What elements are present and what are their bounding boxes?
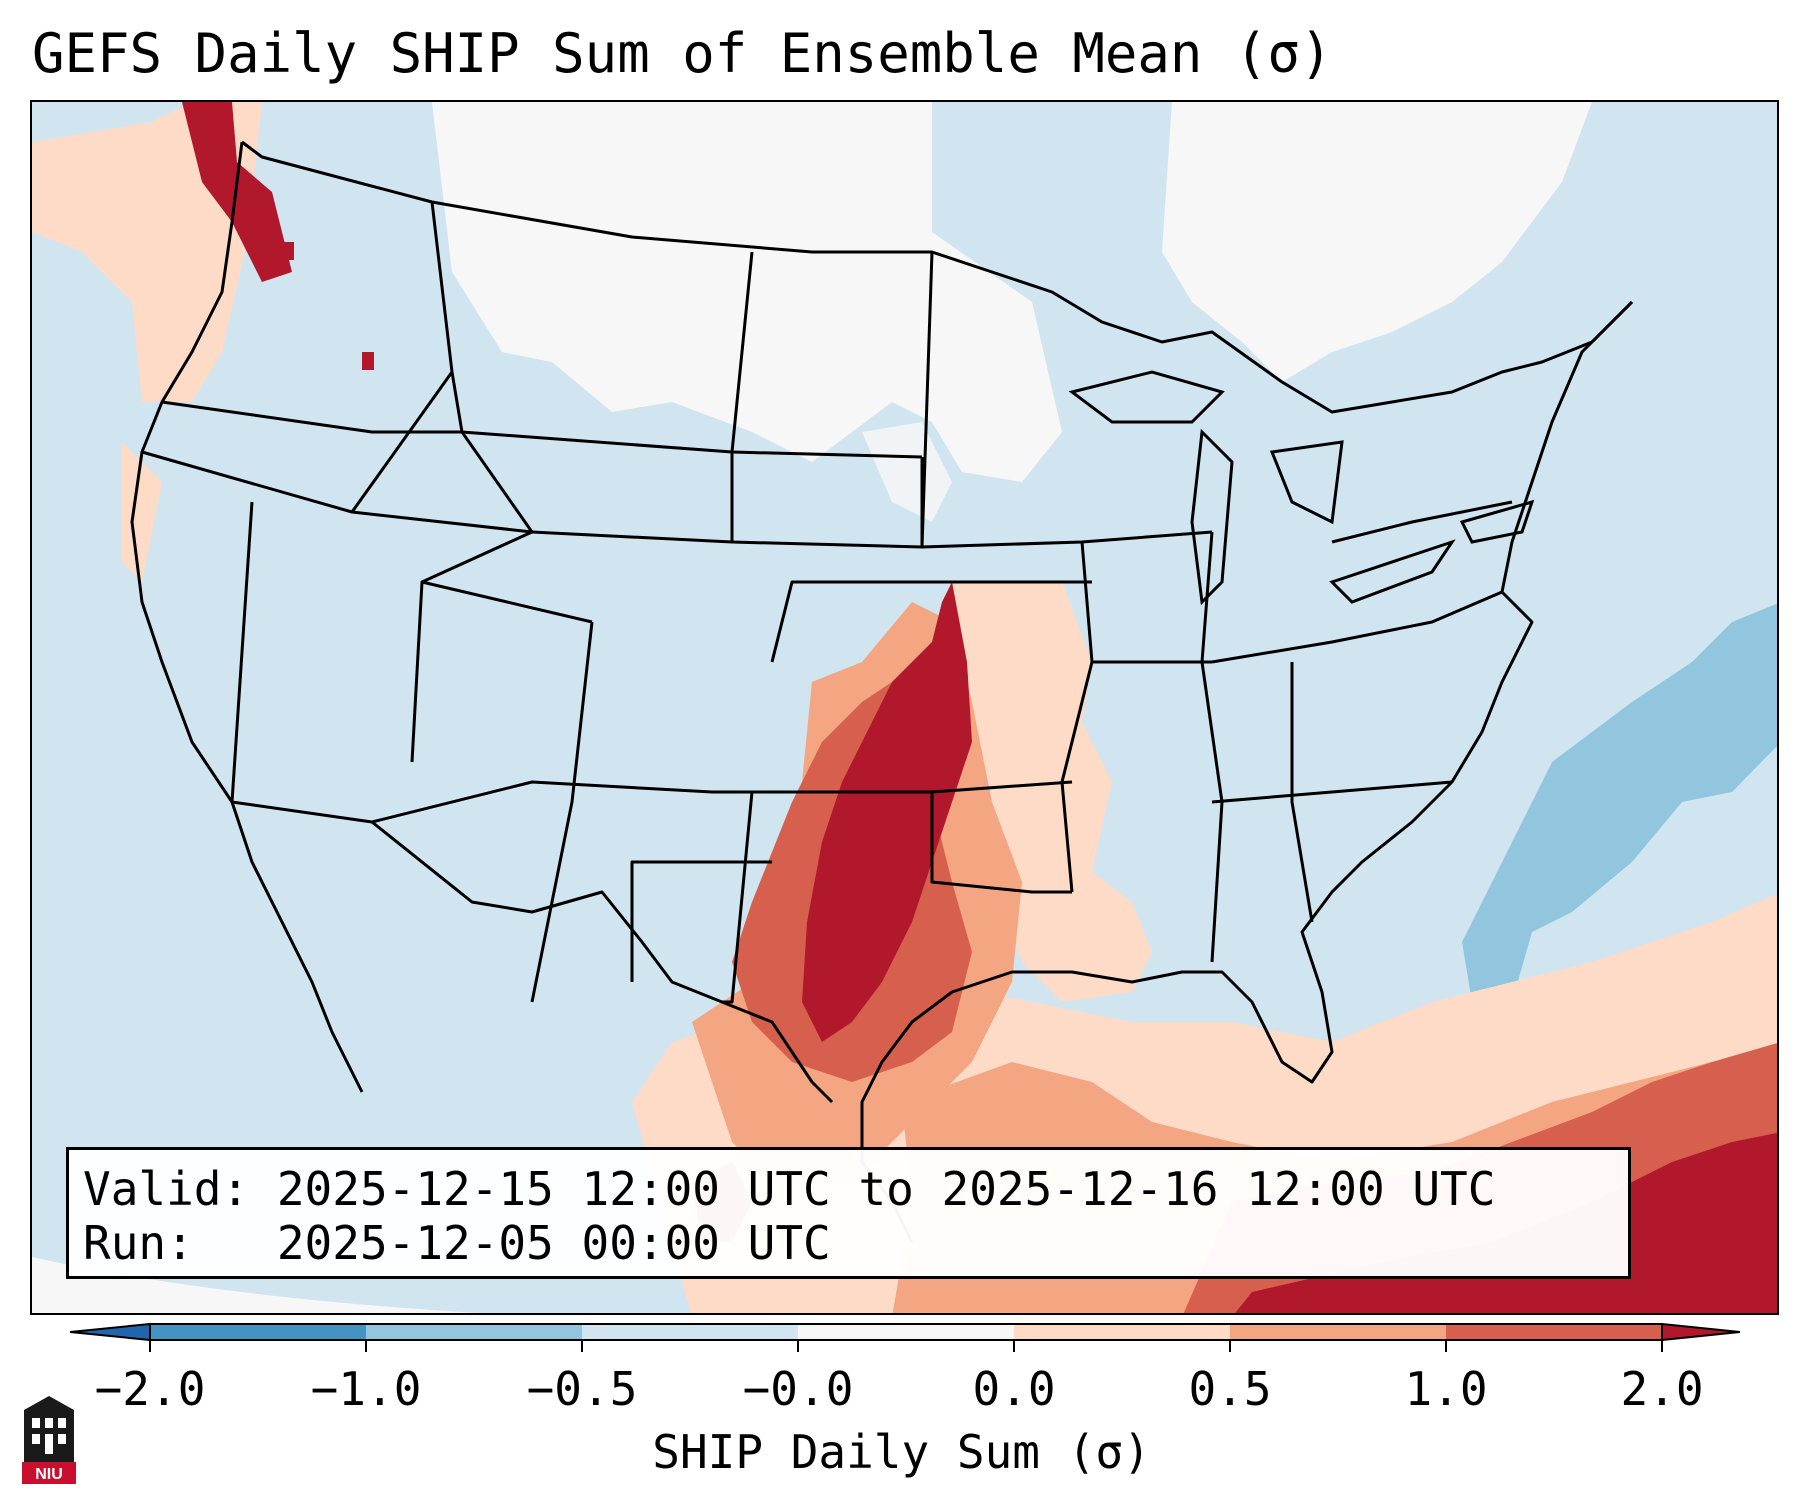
colorbar-tick-label: 0.0: [972, 1362, 1056, 1416]
colorbar-tick-label: −2.0: [94, 1362, 206, 1416]
colorbar-seg-3: [582, 1324, 798, 1340]
colorbar-tick-label: −0.5: [526, 1362, 638, 1416]
colorbar-seg-6: [1230, 1324, 1446, 1340]
colorbar-seg-5: [1014, 1324, 1230, 1340]
colorbar-tick-label: −1.0: [310, 1362, 422, 1416]
political-boundaries: [130, 140, 1634, 1243]
colorbar-seg-2: [366, 1324, 582, 1340]
colorbar-tick-label: 1.0: [1404, 1362, 1488, 1416]
map-panel: [30, 100, 1779, 1315]
colorbar-tick-label: 0.5: [1188, 1362, 1272, 1416]
colorbar-tick-label: −0.0: [742, 1362, 854, 1416]
map-svg: [32, 102, 1777, 1313]
anomaly-atlantic-negative: [1462, 603, 1777, 1042]
great-lakes: [1068, 370, 1535, 606]
colorbar-extend-high: [1661, 1322, 1740, 1342]
colorbar-seg-7: [1446, 1324, 1662, 1340]
valid-run-info-box: Valid: 2025-12-15 12:00 UTC to 2025-12-1…: [66, 1147, 1631, 1279]
colorbar-tick-label: 2.0: [1620, 1362, 1704, 1416]
run-time-text: Run: 2025-12-05 00:00 UTC: [83, 1216, 831, 1270]
valid-time-text: Valid: 2025-12-15 12:00 UTC to 2025-12-1…: [83, 1162, 1496, 1216]
colorbar-ticks: [149, 1340, 1663, 1352]
colorbar-extend-low: [70, 1322, 151, 1342]
colorbar: [70, 1322, 1740, 1352]
colorbar-label: SHIP Daily Sum (σ): [652, 1425, 1151, 1479]
chart-title: GEFS Daily SHIP Sum of Ensemble Mean (σ): [32, 22, 1333, 85]
logo-text: NIU: [35, 1466, 63, 1483]
colorbar-seg-1: [150, 1324, 366, 1340]
colorbar-seg-4: [798, 1324, 1014, 1340]
niu-logo: NIU: [22, 1396, 76, 1484]
